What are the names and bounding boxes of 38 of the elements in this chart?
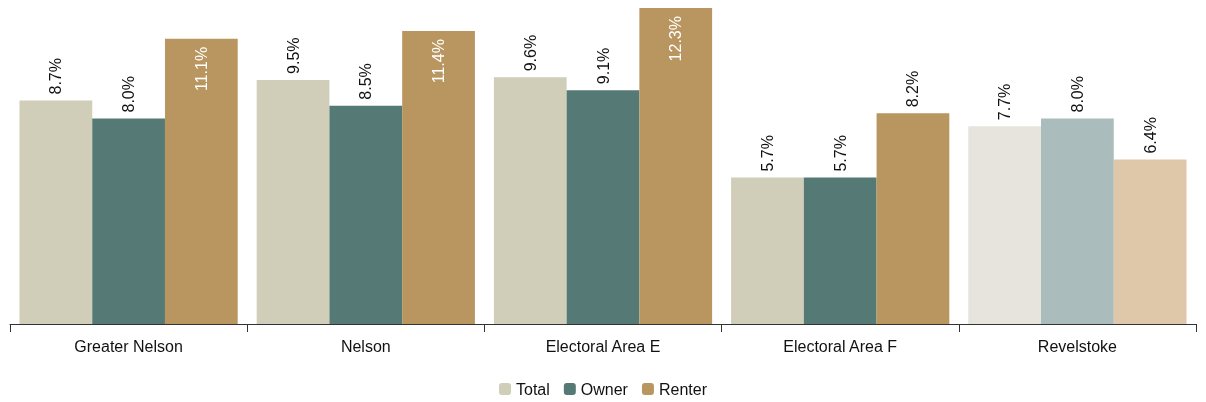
- data-label: 8.0%: [120, 76, 138, 113]
- data-label: 9.1%: [594, 47, 612, 85]
- data-label: 5.7%: [758, 135, 776, 172]
- data-label: 6.4%: [1141, 117, 1159, 154]
- legend-label: Owner: [580, 380, 629, 398]
- data-label: 8.5%: [357, 63, 375, 100]
- data-label: 11.1%: [192, 46, 210, 92]
- data-label: 9.6%: [521, 34, 539, 72]
- bar: [1113, 159, 1187, 324]
- legend-label: Renter: [658, 380, 708, 398]
- data-label: 11.4%: [430, 39, 448, 84]
- bar: [493, 77, 567, 324]
- bar: [402, 31, 475, 324]
- x-tick-label: Electoral Area E: [545, 337, 661, 355]
- data-label: 8.2%: [904, 70, 922, 108]
- x-tick-label: Electoral Area F: [783, 337, 898, 355]
- data-label: 9.5%: [284, 37, 302, 74]
- x-tick-label: Revelstoke: [1037, 337, 1118, 355]
- data-label: 8.0%: [1068, 76, 1086, 113]
- bar: [639, 8, 713, 324]
- bar: [1041, 118, 1114, 324]
- bar: [731, 177, 804, 324]
- bar: [803, 177, 877, 324]
- x-tick-label: Nelson: [340, 337, 391, 355]
- data-label: 5.7%: [831, 135, 849, 172]
- data-label: 12.3%: [667, 16, 685, 62]
- bar: [968, 126, 1042, 324]
- bar: [164, 38, 238, 324]
- data-label: 8.7%: [47, 58, 65, 95]
- bar: [329, 105, 403, 324]
- data-label: 7.7%: [996, 83, 1014, 121]
- bar: [19, 100, 93, 324]
- legend-label: Total: [516, 380, 550, 398]
- x-tick-label: Greater Nelson: [74, 337, 183, 355]
- bar: [876, 113, 950, 324]
- bar: [256, 79, 330, 324]
- bar: [566, 90, 640, 324]
- bar: [92, 118, 165, 324]
